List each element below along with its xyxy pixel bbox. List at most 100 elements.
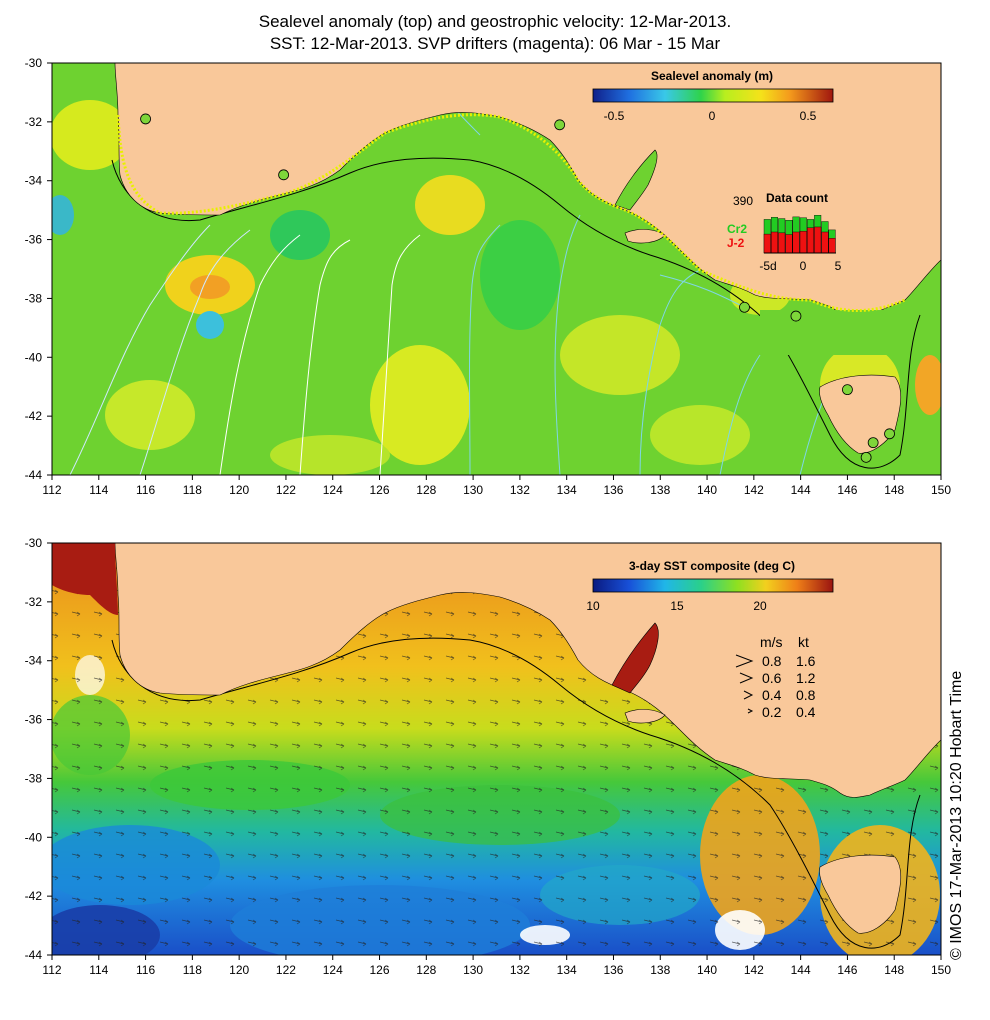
spencer-gulf — [614, 149, 658, 211]
x-tick-label: 116 — [136, 483, 155, 497]
data-count-max: 390 — [733, 194, 753, 208]
x-tick-label: 146 — [837, 963, 857, 977]
x-axis-ticks-top: 112 114 116 118 120 122 124 126 128 130 132 134 136 1… — [42, 475, 951, 497]
y-tick-label: -30 — [25, 536, 43, 550]
data-count-xtick-3: 5 — [835, 259, 842, 273]
x-tick-label: 148 — [884, 483, 904, 497]
y-tick-label: -40 — [25, 830, 43, 844]
series-label-cr2: Cr2 — [727, 222, 747, 236]
data-count-bar-j2 — [799, 230, 807, 254]
x-tick-label: 114 — [89, 483, 108, 497]
x-tick-label: 144 — [791, 963, 811, 977]
sst-colorbar-tick-1: 10 — [586, 599, 600, 613]
y-tick-label: -42 — [25, 889, 43, 903]
x-tick-label: 142 — [744, 963, 764, 977]
x-tick-label: 142 — [744, 483, 764, 497]
x-tick-label: 124 — [323, 963, 343, 977]
data-count-xtick-1: -5d — [759, 259, 776, 273]
data-count-bar-j2 — [792, 231, 800, 254]
sla-colorbar-tick-2: 0 — [709, 109, 716, 123]
shelf-break-line-sst — [111, 637, 921, 949]
y-axis-ticks-bottom: -30 -32 -34 -36 -38 -40 -42 -44 — [25, 536, 52, 962]
data-count-bar-j2 — [828, 238, 836, 254]
data-count-bar-j2 — [763, 233, 771, 254]
map-frame-bottom — [51, 542, 942, 956]
legend-arrow-06 — [739, 672, 754, 684]
legend-row4-ms: 0.2 — [762, 704, 782, 720]
sla-colorbar — [592, 88, 834, 103]
data-count-bar-j2 — [807, 227, 815, 254]
y-tick-label: -34 — [25, 654, 43, 668]
x-tick-label: 132 — [510, 483, 530, 497]
x-tick-label: 140 — [697, 483, 717, 497]
x-tick-label: 132 — [510, 963, 530, 977]
spencer-gulf-sst — [611, 622, 659, 694]
velocity-legend-header-kt: kt — [798, 634, 809, 650]
x-tick-label: 116 — [136, 963, 155, 977]
y-tick-label: -44 — [25, 948, 43, 962]
y-tick-label: -30 — [25, 56, 43, 70]
data-count-inset: Data count 390 Cr2 J-2 -5d 0 5 — [727, 191, 842, 273]
x-tick-label: 136 — [603, 963, 623, 977]
x-tick-label: 128 — [416, 963, 436, 977]
velocity-legend: m/s kt 0.8 1.6 0.6 1.2 0.4 0.8 0.2 0.4 — [735, 634, 816, 720]
sla-colorbar-tick-3: 0.5 — [800, 109, 817, 123]
x-tick-label: 124 — [323, 483, 343, 497]
x-tick-label: 130 — [463, 963, 483, 977]
x-tick-label: 122 — [276, 963, 296, 977]
data-count-bar-j2 — [785, 234, 793, 254]
x-tick-label: 120 — [229, 963, 249, 977]
y-tick-label: -32 — [25, 115, 43, 129]
x-tick-label: 122 — [276, 483, 296, 497]
tasmania — [819, 374, 902, 454]
legend-row3-kt: 0.8 — [796, 687, 816, 703]
data-count-title: Data count — [766, 191, 828, 205]
tide-gauge-marker — [842, 384, 853, 396]
tide-gauge-marker — [860, 451, 872, 463]
x-tick-label: 114 — [89, 963, 108, 977]
tide-gauge-marker — [278, 169, 290, 181]
chart-title-line1: Sealevel anomaly (top) and geostrophic v… — [258, 12, 732, 31]
x-tick-label: 140 — [697, 963, 717, 977]
x-tick-label: 148 — [884, 963, 904, 977]
legend-arrow-08 — [735, 654, 754, 668]
tide-gauge-marker — [867, 437, 879, 449]
y-tick-label: -42 — [25, 409, 43, 423]
y-tick-label: -32 — [25, 595, 43, 609]
legend-arrow-02 — [747, 708, 754, 714]
x-axis-ticks-bottom: 112 114 116 118 120 122 124 126 128 130 132 134 136 1… — [42, 955, 951, 977]
series-label-j2: J-2 — [727, 236, 745, 250]
y-tick-label: -40 — [25, 350, 43, 364]
legend-row1-ms: 0.8 — [762, 653, 782, 669]
data-count-xtick-2: 0 — [800, 259, 807, 273]
x-tick-label: 134 — [557, 963, 577, 977]
sst-colorbar-tick-3: 20 — [753, 599, 767, 613]
data-count-bar-j2 — [771, 231, 779, 254]
x-tick-label: 150 — [931, 963, 951, 977]
sealevel-anomaly-panel: 112 114 116 118 120 122 124 126 128 130 132 134 136 1… — [25, 56, 952, 497]
sst-colorbar-tick-2: 15 — [670, 599, 684, 613]
y-tick-label: -38 — [25, 291, 43, 305]
kangaroo-island-sst — [624, 709, 666, 724]
x-tick-label: 136 — [603, 483, 623, 497]
map-frame-top — [51, 62, 942, 476]
data-count-bar-j2 — [778, 232, 786, 254]
x-tick-label: 112 — [42, 483, 61, 497]
legend-row2-ms: 0.6 — [762, 670, 782, 686]
y-tick-label: -44 — [25, 468, 43, 482]
legend-row3-ms: 0.4 — [762, 687, 782, 703]
x-tick-label: 150 — [931, 483, 951, 497]
x-tick-label: 120 — [229, 483, 249, 497]
anomaly-patches — [52, 100, 941, 475]
bass-strait-water — [760, 310, 910, 355]
x-tick-label: 144 — [791, 483, 811, 497]
tide-gauges — [140, 113, 895, 463]
y-tick-label: -34 — [25, 174, 43, 188]
x-tick-label: 128 — [416, 483, 436, 497]
chart-title-line2: SST: 12-Mar-2013. SVP drifters (magenta)… — [269, 34, 721, 53]
sst-colorbar-title: 3-day SST composite (deg C) — [629, 559, 795, 573]
tide-gauge-marker — [140, 113, 151, 125]
x-tick-label: 130 — [463, 483, 483, 497]
sst-panel: 112 114 116 118 120 122 124 126 128 130 132 134 136 1… — [25, 536, 952, 977]
sla-colorbar-title: Sealevel anomaly (m) — [651, 69, 773, 83]
